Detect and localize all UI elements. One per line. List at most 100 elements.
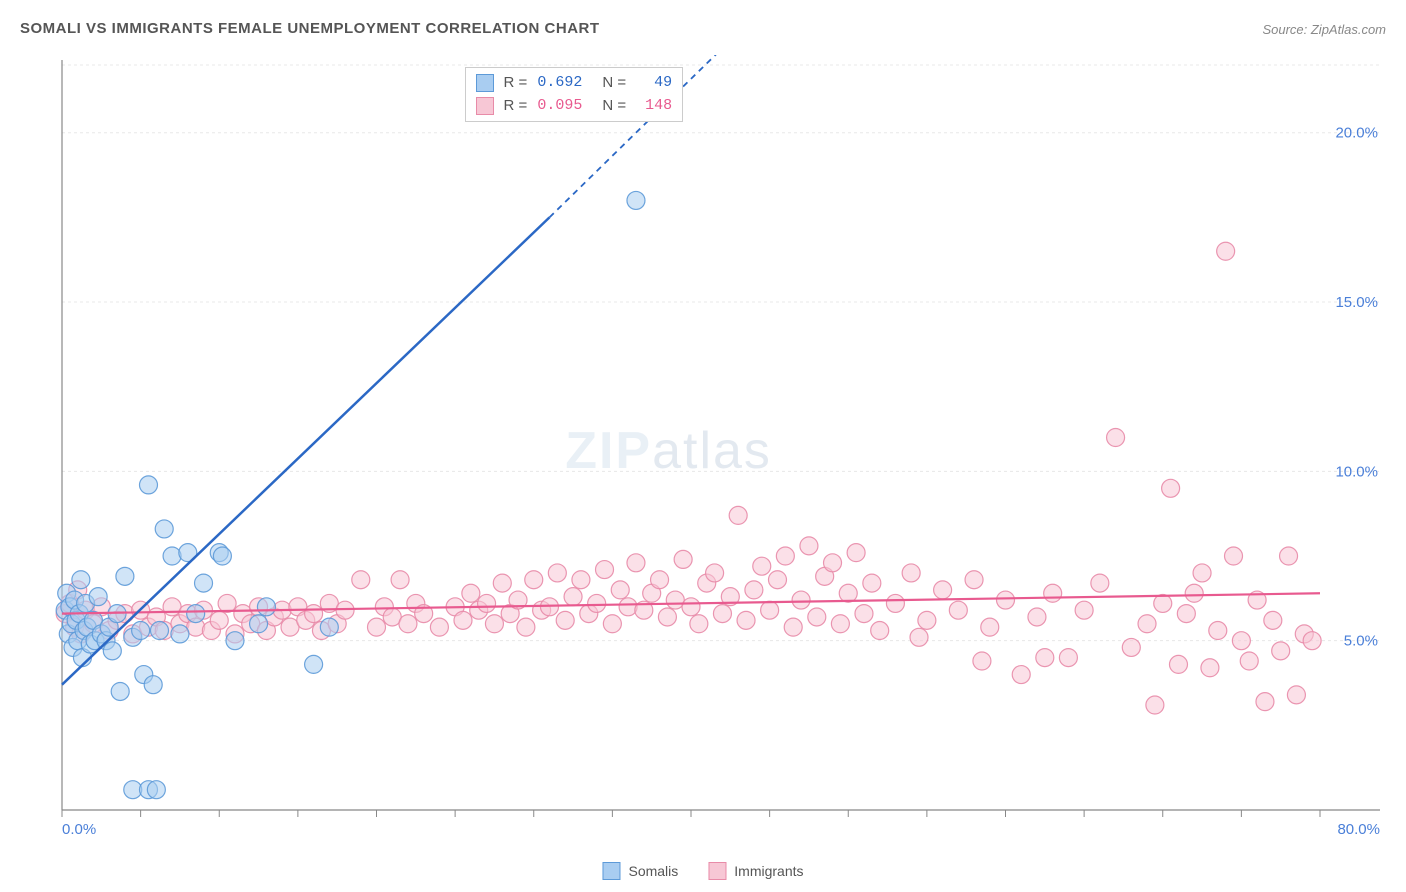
immigrants-point bbox=[1287, 686, 1305, 704]
immigrants-point bbox=[792, 591, 810, 609]
immigrants-point bbox=[1091, 574, 1109, 592]
somali-point bbox=[116, 567, 134, 585]
immigrants-point bbox=[1122, 638, 1140, 656]
somali-point bbox=[250, 615, 268, 633]
immigrants-point bbox=[761, 601, 779, 619]
immigrants-point bbox=[596, 561, 614, 579]
immigrants-point bbox=[1232, 632, 1250, 650]
somali-point bbox=[132, 622, 150, 640]
somali-point bbox=[111, 682, 129, 700]
immigrants-point bbox=[713, 605, 731, 623]
somali-point bbox=[195, 574, 213, 592]
legend-item-immigrants: Immigrants bbox=[708, 862, 803, 880]
somali-point bbox=[226, 632, 244, 650]
somali-point bbox=[89, 588, 107, 606]
immigrants-point bbox=[352, 571, 370, 589]
immigrants-point bbox=[690, 615, 708, 633]
somali-point bbox=[320, 618, 338, 636]
immigrants-point bbox=[839, 584, 857, 602]
immigrants-point bbox=[855, 605, 873, 623]
immigrants-point bbox=[847, 544, 865, 562]
scatter-chart: 0.0%80.0%5.0%10.0%15.0%20.0% bbox=[50, 55, 1386, 847]
immigrants-point bbox=[1146, 696, 1164, 714]
immigrants-point bbox=[525, 571, 543, 589]
immigrants-point bbox=[682, 598, 700, 616]
legend-label-somali: Somalis bbox=[628, 863, 678, 879]
immigrants-point bbox=[997, 591, 1015, 609]
immigrants-point bbox=[949, 601, 967, 619]
immigrants-point bbox=[1185, 584, 1203, 602]
immigrants-point bbox=[1240, 652, 1258, 670]
immigrants-point bbox=[1303, 632, 1321, 650]
immigrants-point bbox=[934, 581, 952, 599]
immigrants-point bbox=[430, 618, 448, 636]
svg-text:0.0%: 0.0% bbox=[62, 821, 96, 838]
somali-point bbox=[72, 571, 90, 589]
immigrants-point bbox=[548, 564, 566, 582]
immigrants-point bbox=[918, 611, 936, 629]
legend-swatch-somali bbox=[602, 862, 620, 880]
corr-row-immigrants: R = 0.095 N = 148 bbox=[476, 95, 673, 118]
immigrants-point bbox=[973, 652, 991, 670]
corr-swatch-somali bbox=[476, 74, 494, 92]
immigrants-point bbox=[1209, 622, 1227, 640]
immigrants-point bbox=[1154, 594, 1172, 612]
immigrants-point bbox=[572, 571, 590, 589]
corr-row-somali: R =0.692N =49 bbox=[476, 72, 673, 95]
corr-n-label: N = bbox=[602, 95, 626, 118]
immigrants-point bbox=[1059, 649, 1077, 667]
immigrants-point bbox=[391, 571, 409, 589]
immigrants-point bbox=[1256, 693, 1274, 711]
immigrants-point bbox=[556, 611, 574, 629]
corr-n-value: 49 bbox=[636, 72, 672, 95]
immigrants-point bbox=[454, 611, 472, 629]
immigrants-point bbox=[210, 611, 228, 629]
somali-point bbox=[171, 625, 189, 643]
immigrants-point bbox=[485, 615, 503, 633]
immigrants-point bbox=[611, 581, 629, 599]
immigrants-point bbox=[784, 618, 802, 636]
immigrants-point bbox=[831, 615, 849, 633]
immigrants-point bbox=[981, 618, 999, 636]
immigrants-point bbox=[493, 574, 511, 592]
immigrants-point bbox=[399, 615, 417, 633]
immigrants-point bbox=[1272, 642, 1290, 660]
legend-item-somali: Somalis bbox=[602, 862, 678, 880]
immigrants-point bbox=[1264, 611, 1282, 629]
immigrants-point bbox=[753, 557, 771, 575]
immigrants-point bbox=[1044, 584, 1062, 602]
immigrants-point bbox=[1107, 429, 1125, 447]
legend-label-immigrants: Immigrants bbox=[734, 863, 803, 879]
immigrants-point bbox=[478, 594, 496, 612]
immigrants-point bbox=[517, 618, 535, 636]
immigrants-point bbox=[737, 611, 755, 629]
corr-r-value: 0.692 bbox=[537, 72, 582, 95]
corr-n-label: N = bbox=[602, 72, 626, 95]
somali-point bbox=[257, 598, 275, 616]
svg-text:80.0%: 80.0% bbox=[1337, 821, 1380, 838]
immigrants-point bbox=[603, 615, 621, 633]
immigrants-point bbox=[1075, 601, 1093, 619]
svg-text:15.0%: 15.0% bbox=[1335, 294, 1378, 311]
correlation-legend: R = 0.692 N = 49R = 0.095 N = 148 bbox=[465, 67, 684, 122]
immigrants-point bbox=[564, 588, 582, 606]
somali-point bbox=[213, 547, 231, 565]
corr-n-value: 148 bbox=[636, 95, 672, 118]
immigrants-point bbox=[1138, 615, 1156, 633]
somali-point bbox=[305, 655, 323, 673]
immigrants-point bbox=[1193, 564, 1211, 582]
immigrants-point bbox=[1028, 608, 1046, 626]
corr-r-label: R = bbox=[504, 95, 528, 118]
immigrants-point bbox=[729, 506, 747, 524]
immigrants-point bbox=[305, 605, 323, 623]
source-attribution: Source: ZipAtlas.com bbox=[1262, 22, 1386, 37]
immigrants-point bbox=[651, 571, 669, 589]
immigrants-point bbox=[902, 564, 920, 582]
immigrants-point bbox=[619, 598, 637, 616]
immigrants-point bbox=[1169, 655, 1187, 673]
immigrants-point bbox=[871, 622, 889, 640]
svg-text:20.0%: 20.0% bbox=[1335, 125, 1378, 142]
corr-r-value: 0.095 bbox=[537, 95, 582, 118]
immigrants-point bbox=[1217, 242, 1235, 260]
legend-swatch-immigrants bbox=[708, 862, 726, 880]
